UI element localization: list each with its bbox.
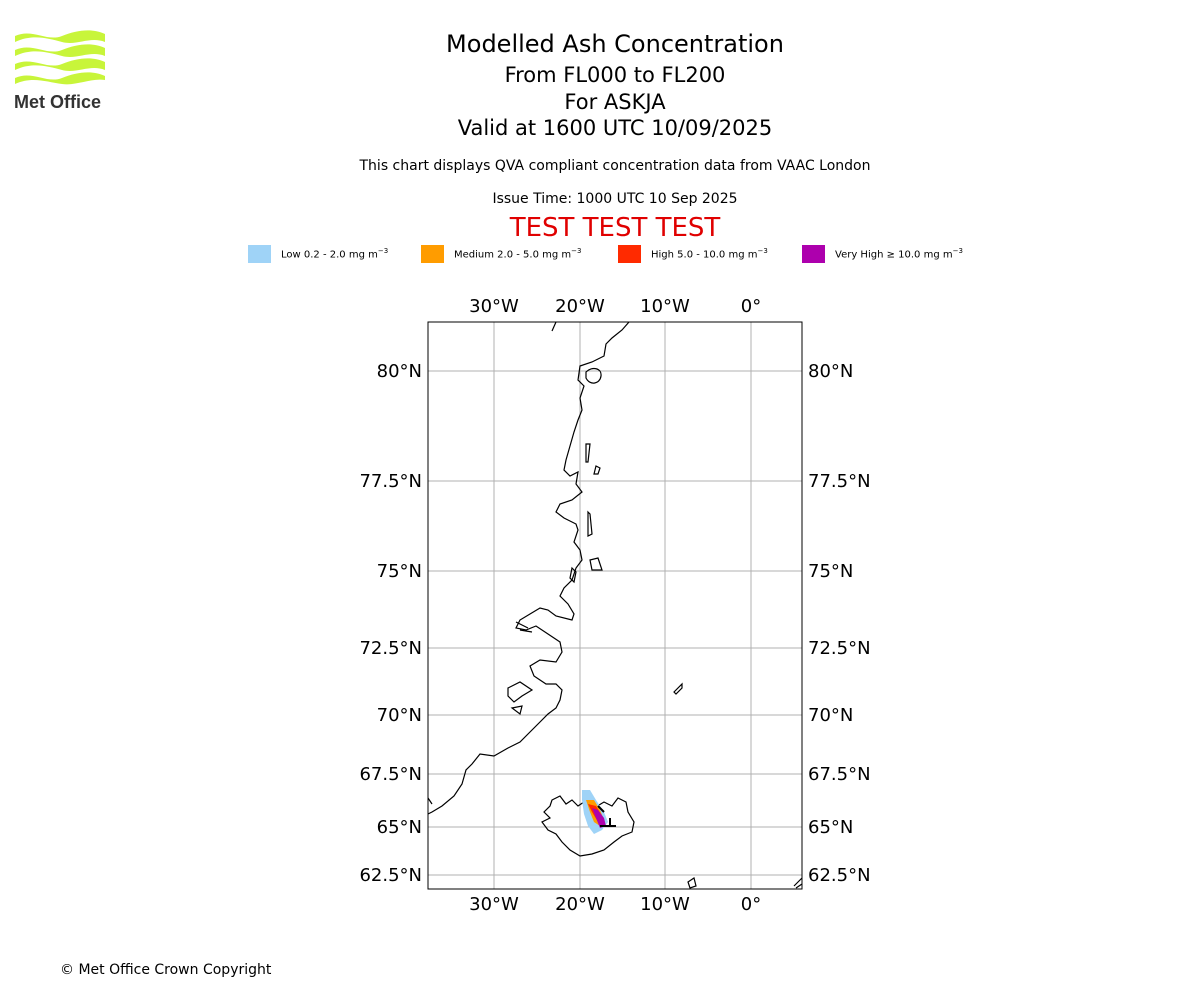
coastline-greenland: [427, 321, 630, 815]
lat-label-right: 75°N: [808, 561, 853, 582]
legend-label-medium: Medium 2.0 - 5.0 mg m−3: [454, 247, 582, 261]
copyright-notice: © Met Office Crown Copyright: [60, 962, 272, 978]
legend-swatch-very-high: [802, 245, 825, 263]
lat-label-left: 65°N: [377, 817, 422, 838]
met-office-logo: Met Office: [12, 28, 112, 114]
met-office-logo-icon: Met Office: [14, 30, 105, 112]
svg-text:Met Office: Met Office: [14, 92, 101, 112]
lon-label-bottom: 0°: [741, 894, 761, 915]
chart-description: This chart displays QVA compliant concen…: [359, 158, 871, 174]
map-gridlines: [428, 322, 802, 889]
lon-label-bottom: 30°W: [469, 894, 519, 915]
coastline-small-islands: [687, 877, 697, 889]
lon-label-top: 30°W: [469, 296, 519, 317]
lat-label-right: 70°N: [808, 705, 853, 726]
legend-label-very-high: Very High ≥ 10.0 mg m−3: [835, 247, 963, 261]
lon-label-bottom: 10°W: [640, 894, 690, 915]
legend-item-high: High 5.0 - 10.0 mg m−3: [618, 244, 768, 264]
ash-outline: [597, 805, 616, 827]
lat-label-left: 70°N: [377, 705, 422, 726]
legend-item-low: Low 0.2 - 2.0 mg m−3: [248, 244, 388, 264]
map-frame: [427, 321, 803, 890]
ash-very-high: [592, 808, 606, 828]
legend-swatch-high: [618, 245, 641, 263]
ash-cloud: [582, 790, 616, 834]
lon-label-bottom: 20°W: [555, 894, 605, 915]
legend-label-high: High 5.0 - 10.0 mg m−3: [651, 247, 768, 261]
issue-time: Issue Time: 1000 UTC 10 Sep 2025: [492, 191, 738, 207]
lon-label-top: 20°W: [555, 296, 605, 317]
lat-label-right: 80°N: [808, 361, 853, 382]
lat-label-right: 72.5°N: [808, 638, 871, 659]
lat-label-left: 67.5°N: [359, 764, 422, 785]
legend-item-medium: Medium 2.0 - 5.0 mg m−3: [421, 244, 581, 264]
chart-title: Modelled Ash Concentration: [446, 30, 784, 58]
lon-label-top: 10°W: [640, 296, 690, 317]
lon-label-top: 0°: [741, 296, 761, 317]
test-banner: TEST TEST TEST: [509, 213, 721, 243]
lat-label-right: 67.5°N: [808, 764, 871, 785]
legend-swatch-low: [248, 245, 271, 263]
lat-label-left: 72.5°N: [359, 638, 422, 659]
validity-time: Valid at 1600 UTC 10/09/2025: [457, 116, 773, 140]
flight-level-range: From FL000 to FL200: [504, 63, 726, 87]
lat-label-left: 77.5°N: [359, 471, 422, 492]
lat-label-right: 77.5°N: [808, 471, 871, 492]
coastline-jan-mayen: [673, 682, 683, 695]
lat-label-left: 75°N: [377, 561, 422, 582]
lat-label-right: 65°N: [808, 817, 853, 838]
legend-label-low: Low 0.2 - 2.0 mg m−3: [281, 247, 389, 261]
legend-swatch-medium: [421, 245, 444, 263]
volcano-name: For ASKJA: [564, 90, 666, 114]
coastline-scotland: [793, 877, 803, 889]
lat-label-left: 80°N: [377, 361, 422, 382]
lat-label-right: 62.5°N: [808, 865, 871, 886]
coastline-iceland: [541, 795, 635, 857]
legend-item-very-high: Very High ≥ 10.0 mg m−3: [802, 244, 963, 264]
lat-label-left: 62.5°N: [359, 865, 422, 886]
